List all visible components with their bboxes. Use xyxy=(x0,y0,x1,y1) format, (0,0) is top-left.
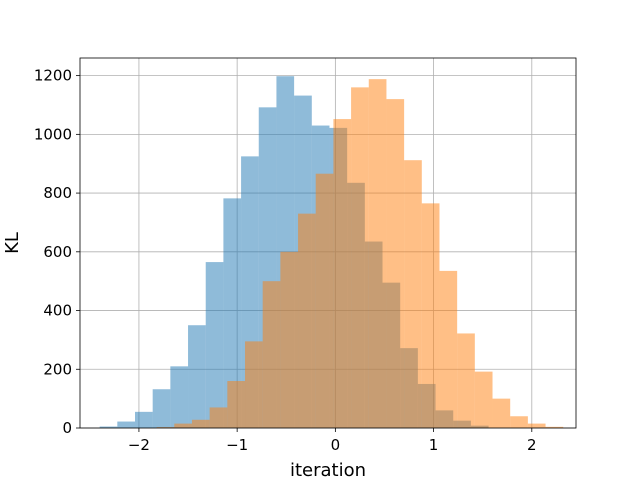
x-tick-label: 1 xyxy=(429,436,439,454)
y-tick-label: 0 xyxy=(62,419,72,437)
histogram-bar-series-2 xyxy=(527,423,546,428)
histogram-bar-series-1 xyxy=(152,389,171,428)
histogram-bar-series-2 xyxy=(386,99,405,428)
histogram-bar-series-2 xyxy=(351,87,369,428)
histogram-bar-series-2 xyxy=(191,419,210,428)
histogram-bar-series-2 xyxy=(298,213,316,428)
histogram-bar-series-1 xyxy=(117,421,136,428)
histogram-bar-series-2 xyxy=(474,371,493,428)
y-axis-label: KL xyxy=(2,232,23,254)
histogram-bar-series-2 xyxy=(156,427,175,428)
histogram-bar-series-2 xyxy=(510,416,528,428)
histogram-bar-series-2 xyxy=(262,281,281,428)
x-tick-label: 2 xyxy=(527,436,537,454)
histogram-bar-series-2 xyxy=(368,79,387,429)
plot-frame xyxy=(79,57,577,429)
histogram-bar-series-2 xyxy=(545,426,564,428)
histogram-bar-series-1 xyxy=(99,426,118,428)
x-axis-label: iteration xyxy=(290,460,366,480)
histogram-bar-series-1 xyxy=(205,262,224,428)
x-tick-label: −1 xyxy=(226,436,248,454)
histogram-bar-series-1 xyxy=(223,198,242,428)
histogram-bar-series-2 xyxy=(280,251,299,428)
histogram-bar-series-2 xyxy=(174,423,192,428)
histogram-bar-series-2 xyxy=(439,270,458,428)
y-tick-label: 1200 xyxy=(34,67,72,85)
histogram-bar-series-2 xyxy=(245,341,263,428)
histogram-bar-series-2 xyxy=(492,398,511,428)
x-tick-label: −2 xyxy=(128,436,150,454)
histogram-bar-series-2 xyxy=(315,173,334,428)
histogram-bar-series-1 xyxy=(188,325,206,428)
y-tick-label: 600 xyxy=(43,243,72,261)
histogram-bar-series-2 xyxy=(457,333,475,428)
x-tick-label: 0 xyxy=(331,436,341,454)
y-tick-label: 200 xyxy=(43,360,72,378)
ticks: −2 −1 0 1 2 0 200 400 600 800 1000 1200 xyxy=(34,67,537,454)
histogram-bar-series-2 xyxy=(209,407,228,428)
histogram-bar-series-1 xyxy=(135,411,153,428)
histogram-bar-series-2 xyxy=(227,381,246,428)
y-tick-label: 400 xyxy=(43,302,72,320)
histogram-bar-series-2 xyxy=(404,160,422,428)
histogram-bar-series-1 xyxy=(170,366,189,428)
y-tick-label: 1000 xyxy=(34,125,72,143)
histogram-bar-series-2 xyxy=(333,119,352,428)
y-tick-label: 800 xyxy=(43,184,72,202)
histogram-bar-series-2 xyxy=(421,203,440,428)
bars xyxy=(99,76,564,429)
